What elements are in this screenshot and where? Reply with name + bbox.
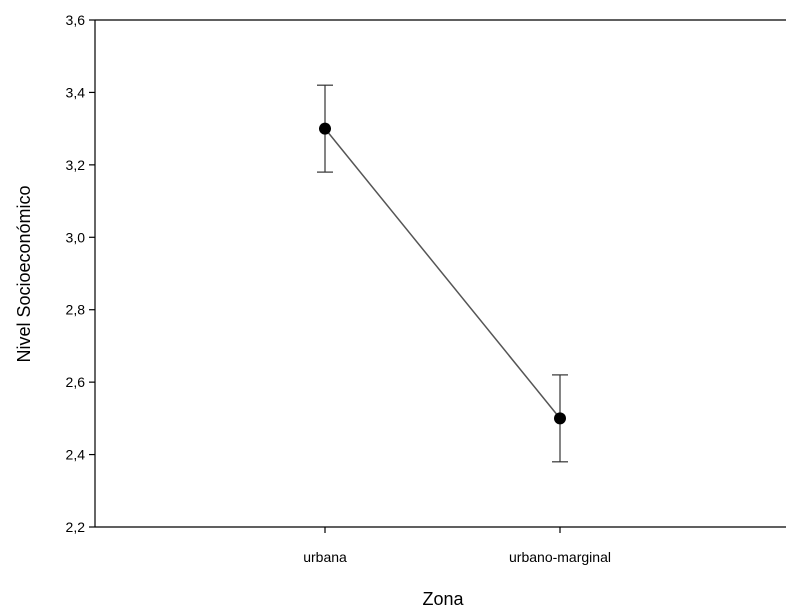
y-axis-title: Nivel Socioeconómico bbox=[14, 185, 34, 362]
x-axis-title: Zona bbox=[422, 589, 464, 609]
y-tick-label: 3,4 bbox=[66, 84, 86, 100]
x-tick-label: urbana bbox=[303, 549, 347, 565]
series-layer bbox=[317, 84, 568, 463]
y-tick-label: 3,6 bbox=[66, 12, 86, 28]
y-tick-label: 2,8 bbox=[66, 302, 86, 318]
x-tick-label: urbano-marginal bbox=[509, 549, 611, 565]
data-point bbox=[319, 122, 331, 135]
data-point bbox=[554, 412, 566, 425]
y-ticks: 2,2 2,4 2,6 2,8 3,0 3,2 3,4 3,6 bbox=[66, 12, 95, 535]
y-tick-label: 2,6 bbox=[66, 374, 86, 390]
y-tick-label: 2,4 bbox=[66, 447, 86, 463]
series-line bbox=[324, 128, 561, 419]
axes bbox=[94, 19, 786, 528]
x-ticks: urbana urbano-marginal bbox=[303, 527, 611, 565]
y-tick-label: 2,2 bbox=[66, 519, 86, 535]
y-tick-label: 3,0 bbox=[66, 229, 86, 245]
y-tick-label: 3,2 bbox=[66, 157, 86, 173]
